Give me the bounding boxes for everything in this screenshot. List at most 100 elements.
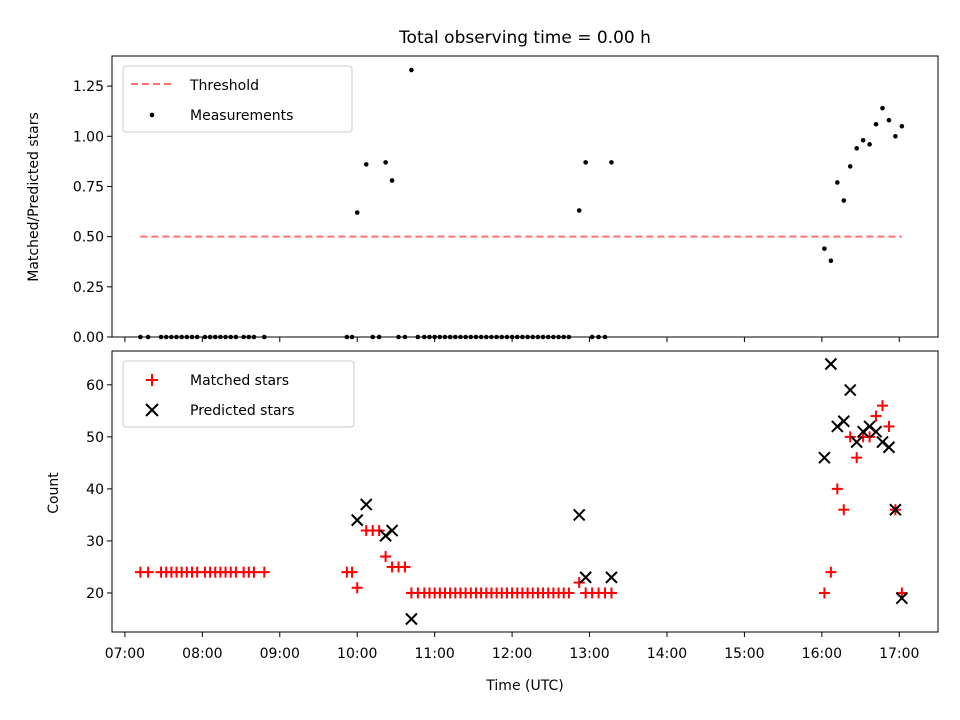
top-legend-box bbox=[122, 65, 353, 133]
measurement-point-74 bbox=[860, 138, 866, 143]
matched-star-point-20 bbox=[258, 566, 270, 578]
measurement-point-23 bbox=[354, 210, 360, 215]
measurement-point-78 bbox=[886, 117, 892, 123]
x-tick-label-6: 13:00 bbox=[569, 646, 609, 662]
legend-measurements-label: Measurements bbox=[190, 108, 293, 124]
measurement-point-75 bbox=[867, 142, 872, 147]
bottom-y-tick-label-3: 50 bbox=[86, 430, 104, 446]
top-legend: Threshold Measurements bbox=[122, 65, 353, 133]
measurement-point-70 bbox=[835, 180, 840, 185]
legend-matched-label: Matched stars bbox=[190, 373, 289, 389]
predicted-star-point-11 bbox=[837, 415, 850, 428]
measurement-point-67 bbox=[609, 160, 614, 165]
matched-star-point-80 bbox=[896, 587, 908, 599]
predicted-star-point-12 bbox=[844, 383, 857, 397]
matched-stars-points bbox=[134, 400, 908, 599]
top-y-tick-label-4: 1.00 bbox=[73, 129, 104, 145]
measurement-point-72 bbox=[847, 164, 853, 169]
predicted-star-point-7 bbox=[605, 571, 618, 584]
matched-star-point-62 bbox=[573, 577, 585, 589]
bottom-y-tick-label-0: 20 bbox=[86, 586, 104, 602]
x-tick-label-7: 14:00 bbox=[647, 646, 687, 662]
matched-star-point-72 bbox=[844, 431, 856, 443]
bottom-y-tick-label-1: 30 bbox=[86, 534, 104, 550]
predicted-star-point-9 bbox=[824, 357, 838, 371]
legend-predicted-swatch bbox=[145, 403, 159, 417]
top-panel-title: Total observing time = 0.00 h bbox=[398, 28, 651, 48]
x-tick-label-4: 11:00 bbox=[414, 646, 454, 662]
top-y-tick-label-2: 0.50 bbox=[73, 230, 104, 246]
measurement-point-71 bbox=[841, 198, 847, 203]
predicted-star-point-6 bbox=[579, 571, 592, 584]
measurement-point-28 bbox=[389, 178, 395, 183]
top-plot-frame bbox=[111, 55, 939, 338]
measurement-point-63 bbox=[583, 160, 588, 165]
measurement-point-31 bbox=[409, 67, 414, 73]
x-tick-label-8: 15:00 bbox=[724, 646, 764, 662]
legend-measurements-swatch bbox=[149, 112, 155, 118]
bottom-y-tick-label-4: 60 bbox=[86, 378, 104, 394]
x-tick-label-2: 09:00 bbox=[260, 646, 300, 662]
top-y-tick-label-0: 0.00 bbox=[73, 330, 104, 346]
measurement-point-27 bbox=[383, 160, 388, 165]
matched-star-point-30 bbox=[399, 561, 411, 573]
predicted-star-point-13 bbox=[850, 435, 863, 449]
legend-predicted-label: Predicted stars bbox=[190, 403, 295, 419]
matched-star-point-61 bbox=[563, 587, 575, 599]
measurement-point-80 bbox=[899, 123, 905, 129]
x-tick-label-1: 08:00 bbox=[182, 646, 222, 662]
predicted-stars-points bbox=[351, 357, 909, 626]
bottom-y-tick-label-2: 40 bbox=[86, 482, 104, 498]
matched-star-point-26 bbox=[373, 525, 385, 537]
predicted-star-point-16 bbox=[869, 425, 883, 438]
predicted-star-point-4 bbox=[405, 612, 418, 626]
measurement-point-62 bbox=[576, 208, 582, 213]
legend-matched-swatch bbox=[146, 374, 158, 386]
x-tick-label-3: 10:00 bbox=[337, 646, 377, 662]
top-x-tick-marks bbox=[124, 337, 900, 342]
top-y-ticks: 0.00 0.25 0.50 0.75 1.00 1.25 bbox=[73, 79, 112, 346]
top-y-tick-label-3: 0.75 bbox=[73, 179, 104, 195]
bottom-y-axis-label: Count bbox=[46, 472, 62, 514]
predicted-star-point-18 bbox=[882, 441, 896, 454]
matched-star-point-76 bbox=[870, 410, 882, 422]
predicted-star-point-8 bbox=[818, 451, 831, 464]
matched-star-point-70 bbox=[831, 483, 843, 495]
predicted-star-point-1 bbox=[360, 498, 373, 511]
x-tick-label-0: 07:00 bbox=[105, 646, 145, 662]
measurement-point-77 bbox=[880, 105, 885, 111]
measurement-point-79 bbox=[893, 133, 898, 139]
matched-star-point-71 bbox=[838, 504, 850, 516]
matched-star-point-67 bbox=[605, 587, 617, 599]
x-tick-label-10: 17:00 bbox=[879, 646, 919, 662]
predicted-star-point-19 bbox=[889, 503, 902, 516]
top-y-axis-label: Matched/Predicted stars bbox=[26, 112, 42, 282]
bottom-x-ticks: 07:00 08:00 09:00 10:00 11:00 12:00 13:00 14:00… bbox=[105, 632, 919, 662]
legend-threshold-label: Threshold bbox=[189, 78, 259, 94]
matched-star-point-22 bbox=[346, 566, 358, 578]
bottom-legend-box bbox=[122, 360, 355, 428]
measurement-point-68 bbox=[822, 246, 827, 251]
matched-star-point-77 bbox=[877, 400, 889, 412]
matched-star-point-27 bbox=[380, 551, 392, 563]
matched-star-point-68 bbox=[818, 587, 830, 599]
matched-star-point-78 bbox=[883, 420, 895, 432]
x-tick-label-9: 16:00 bbox=[802, 646, 842, 662]
top-panel: Total observing time = 0.00 h Matched/Pr… bbox=[26, 28, 939, 346]
bottom-legend: Matched stars Predicted stars bbox=[122, 360, 355, 428]
matched-star-point-23 bbox=[351, 582, 363, 594]
x-axis-label: Time (UTC) bbox=[485, 678, 563, 694]
matched-star-point-1 bbox=[142, 566, 154, 578]
measurement-point-24 bbox=[363, 162, 369, 167]
matched-star-point-19 bbox=[248, 566, 260, 578]
top-y-tick-label-1: 0.25 bbox=[73, 280, 104, 296]
predicted-star-point-0 bbox=[351, 513, 364, 527]
x-tick-label-5: 12:00 bbox=[492, 646, 532, 662]
measurement-point-69 bbox=[828, 258, 834, 264]
predicted-star-point-5 bbox=[572, 508, 586, 522]
measurement-point-73 bbox=[854, 146, 859, 151]
bottom-plot-frame bbox=[111, 350, 939, 633]
matched-star-point-69 bbox=[825, 566, 837, 578]
matched-star-point-73 bbox=[851, 452, 863, 464]
